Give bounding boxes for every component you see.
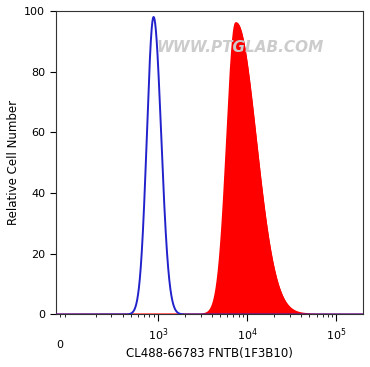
X-axis label: CL488-66783 FNTB(1F3B10): CL488-66783 FNTB(1F3B10) xyxy=(126,347,293,360)
Y-axis label: Relative Cell Number: Relative Cell Number xyxy=(7,100,20,225)
Text: 0: 0 xyxy=(57,340,64,350)
Text: WWW.PTGLAB.COM: WWW.PTGLAB.COM xyxy=(157,40,324,55)
